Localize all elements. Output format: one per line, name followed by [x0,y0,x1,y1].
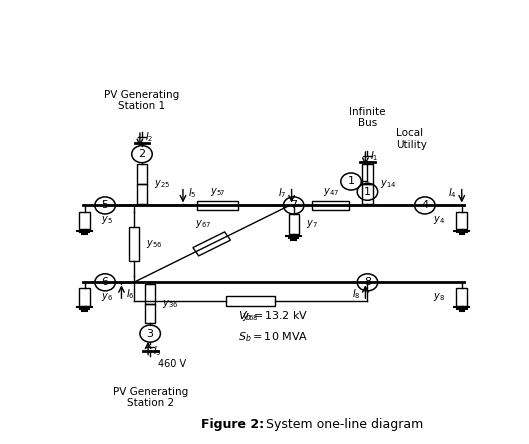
Text: 2: 2 [139,149,145,159]
Text: $y_4$: $y_4$ [433,214,445,226]
Text: $y_{14}$: $y_{14}$ [380,178,396,190]
Text: $S_b = 10\ \mathrm{MVA}$: $S_b = 10\ \mathrm{MVA}$ [238,330,309,344]
Text: $y_{57}$: $y_{57}$ [210,186,225,198]
Text: $V_b = 13.2\ \mathrm{kV}$: $V_b = 13.2\ \mathrm{kV}$ [238,309,308,323]
Text: Local
Utility: Local Utility [396,128,427,150]
Text: 6: 6 [102,278,108,287]
Bar [79,289,90,305]
Text: 3: 3 [147,329,153,339]
Text: $I_8$: $I_8$ [352,287,360,301]
Bar [456,212,468,229]
Text: 1: 1 [364,187,371,197]
Bar [312,201,349,210]
Bar [137,164,147,184]
Text: Infinite
Bus: Infinite Bus [349,107,386,128]
Text: 1: 1 [348,176,354,186]
Text: $I_5$: $I_5$ [188,186,196,200]
Text: $y_5$: $y_5$ [101,214,113,226]
Text: $y_{68}$: $y_{68}$ [242,311,259,323]
Bar [456,289,468,305]
Text: System one-line diagram: System one-line diagram [262,418,423,431]
Text: $y_7$: $y_7$ [306,218,318,230]
Text: $y_8$: $y_8$ [433,291,445,303]
Bar [145,284,156,304]
Text: 7: 7 [290,200,297,210]
Text: $y_{36}$: $y_{36}$ [162,298,179,310]
Text: 5: 5 [102,200,108,210]
Bar [288,214,299,234]
Text: 4: 4 [421,200,428,210]
Text: $I_2$: $I_2$ [145,130,153,144]
Text: $y_{25}$: $y_{25}$ [154,178,170,190]
Text: $y_6$: $y_6$ [101,291,113,303]
Text: 8: 8 [364,278,371,287]
Text: $I_7$: $I_7$ [278,186,287,200]
Text: $y_{56}$: $y_{56}$ [146,238,162,250]
Text: $I_6$: $I_6$ [126,287,135,301]
Text: PV Generating
Station 1: PV Generating Station 1 [104,90,179,111]
Bar [137,184,147,204]
Bar [79,212,90,229]
Text: $I_1$: $I_1$ [370,149,379,163]
Text: $I_4$: $I_4$ [448,186,457,200]
Bar [226,296,275,306]
Bar [145,304,156,323]
Text: $y_{47}$: $y_{47}$ [323,186,339,198]
Text: PV Generating
Station 2: PV Generating Station 2 [113,387,188,408]
Bar [362,164,372,184]
Bar [197,201,238,210]
Bar [129,227,139,261]
Text: $y_{67}$: $y_{67}$ [195,218,212,230]
Text: Figure 2:: Figure 2: [201,418,264,431]
Text: 460 V: 460 V [158,359,187,369]
Bar [193,232,231,256]
Text: $I_3$: $I_3$ [153,344,162,357]
Bar [362,184,372,204]
